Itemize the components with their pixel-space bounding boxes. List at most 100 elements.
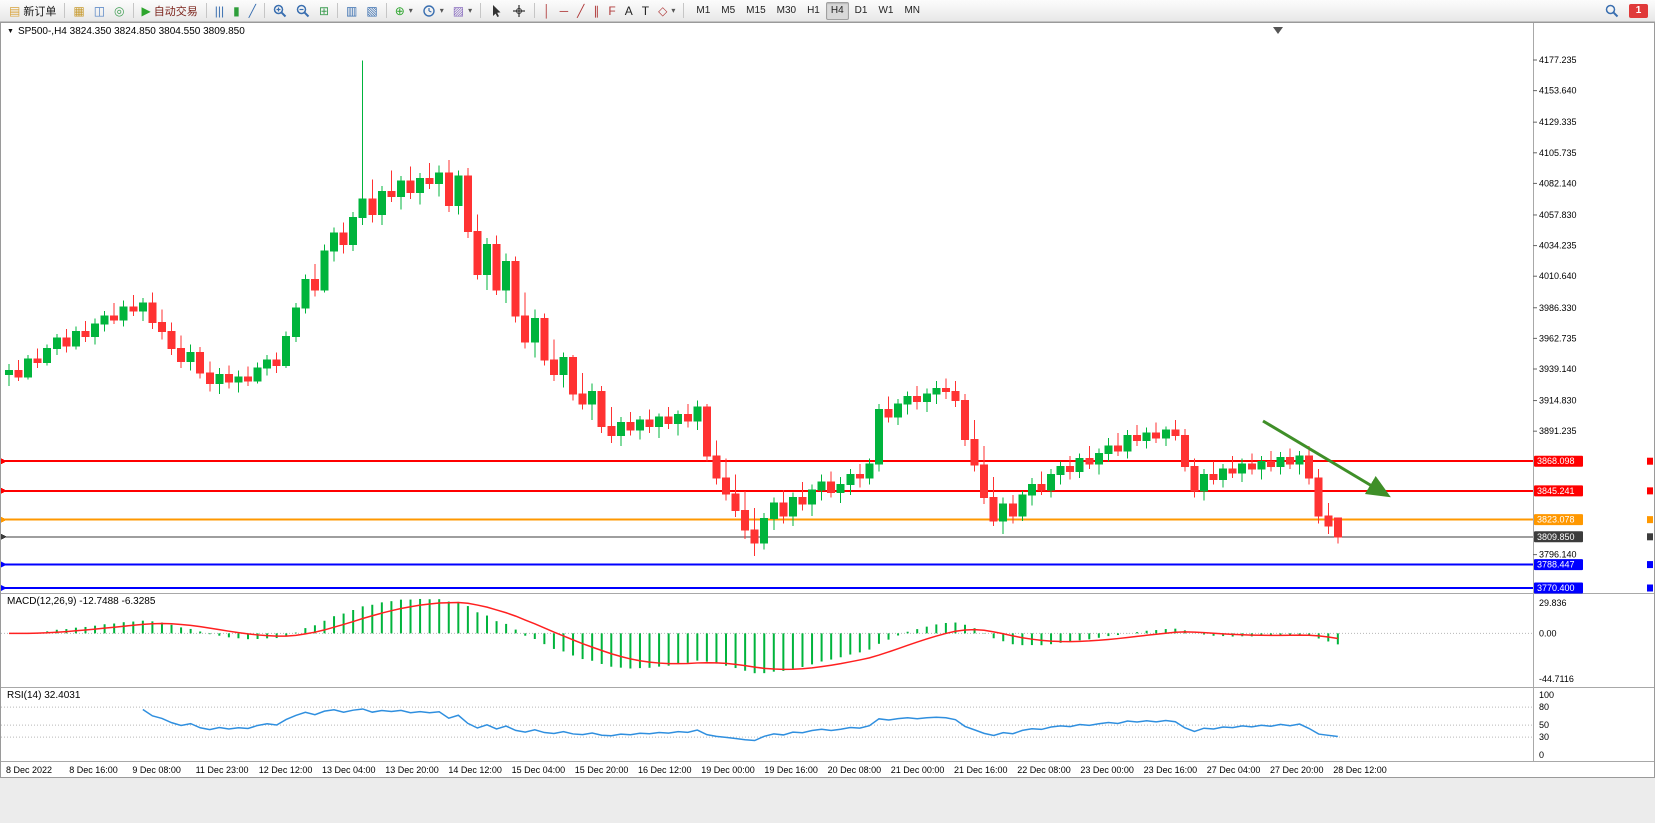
label-tool-button[interactable]: T [638, 1, 653, 21]
timeframe-h4-button[interactable]: H4 [825, 1, 849, 20]
tile-windows-icon: ⊞ [318, 3, 330, 18]
price-tick-label: 3962.735 [1539, 333, 1577, 343]
timeframe-m1-button[interactable]: M1 [696, 4, 711, 16]
timeframe-m15-button[interactable]: M15 [746, 4, 766, 16]
toolbar-separator [337, 3, 339, 18]
price-tag-label: 3788.447 [1537, 560, 1575, 570]
workspace-background [0, 778, 1655, 823]
candle-body [129, 306, 138, 312]
horizontal-line-icon: ─ [559, 3, 569, 18]
depth-of-market-button[interactable]: ▥ [342, 1, 361, 21]
candle-body [874, 408, 883, 465]
candle-body [788, 497, 797, 517]
horizontal-line-button[interactable]: ─ [556, 1, 573, 21]
timeframe-m30-button[interactable]: M30 [776, 4, 797, 16]
time-tick-label: 11 Dec 23:00 [196, 765, 249, 775]
text-tool-button[interactable]: A [621, 1, 637, 21]
candle-body [177, 347, 186, 362]
time-tick-label: 15 Dec 04:00 [512, 765, 566, 775]
strategy-tester-icon: ▧ [366, 3, 378, 18]
fibonacci-button[interactable]: F [604, 1, 619, 21]
candle-body [148, 302, 157, 323]
line-chart-mode-button[interactable]: ╱ [245, 1, 260, 21]
autotrade-button[interactable]: ▶ 自动交易 [138, 1, 202, 21]
templates-menu-button[interactable]: ▨ ▾ [449, 1, 476, 21]
candle-body [683, 414, 692, 422]
new-chart-button[interactable]: ▦ [69, 1, 88, 21]
candle-body [1219, 468, 1228, 481]
new-order-button[interactable]: ▤ 新订单 [5, 1, 60, 21]
candle-body [635, 419, 644, 431]
candle-body [100, 315, 109, 325]
add-indicator-icon: ⊕ [394, 3, 405, 18]
candle-body [989, 497, 998, 522]
candle-body [1113, 445, 1122, 452]
shapes-menu-button[interactable]: ◇ ▾ [654, 1, 679, 21]
price-tag-resistance [1534, 485, 1583, 497]
candle-body [693, 406, 702, 422]
candle-body [1161, 429, 1170, 439]
add-indicator-button[interactable]: ⊕ ▾ [391, 1, 417, 21]
candle-body [425, 177, 434, 185]
timeframe-d1-button[interactable]: D1 [854, 4, 868, 16]
time-tick-label: 14 Dec 12:00 [448, 765, 502, 775]
toolbar-right-group: 1 [1601, 1, 1650, 21]
candle-body [1333, 517, 1342, 538]
candle-body [234, 376, 243, 383]
chart-window[interactable]: 4177.235 4153.640 4129.335 4105.735 4082.140… [0, 22, 1655, 778]
candle-body [215, 373, 224, 384]
tile-windows-button[interactable]: ⊞ [315, 1, 333, 21]
candle-body [71, 331, 80, 347]
candle-body [626, 421, 635, 431]
notification-badge[interactable]: 1 [1629, 3, 1648, 18]
cursor-button[interactable] [485, 1, 507, 21]
candle-body [1276, 456, 1285, 468]
candlestick-mode-button[interactable]: ▮ [229, 1, 244, 21]
candle-body [1238, 463, 1247, 474]
candle-body [1209, 473, 1218, 481]
time-tick-label: 16 Dec 12:00 [638, 765, 692, 775]
new-chart-icon: ▦ [73, 3, 85, 18]
zoom-out-button[interactable] [292, 1, 314, 21]
timeframe-h1-button[interactable]: H1 [807, 4, 820, 16]
clock-icon [423, 4, 435, 17]
chart-shift-marker[interactable] [1273, 27, 1283, 34]
trend-arrow-annotation[interactable] [1262, 419, 1391, 498]
profiles-icon: ◫ [93, 3, 106, 18]
candle-body [846, 473, 855, 486]
candle-body [722, 477, 730, 495]
candle-body [836, 484, 845, 493]
candle-body [14, 369, 23, 378]
timeframe-m5-button[interactable]: M5 [721, 4, 736, 16]
price-tag-support [1534, 582, 1583, 594]
chart-canvas[interactable]: 4177.235 4153.640 4129.335 4105.735 4082.140… [1, 23, 1654, 777]
vertical-line-button[interactable]: │ [539, 1, 555, 21]
axis-edge-marker [1647, 516, 1653, 524]
timeframe-mn-button[interactable]: MN [904, 4, 921, 16]
channel-button[interactable]: ∥ [589, 1, 603, 21]
line-chart-icon: ╱ [248, 3, 256, 18]
community-button[interactable]: ◎ [110, 1, 128, 21]
trendline-button[interactable]: ╱ [573, 1, 588, 21]
price-tick-label: 4010.640 [1539, 271, 1577, 281]
line-edge-marker [1, 487, 7, 494]
profiles-button[interactable]: ◫ [90, 1, 109, 21]
candle-body [655, 416, 664, 427]
candle-body [492, 244, 501, 291]
time-tick-label: 22 Dec 08:00 [1017, 765, 1071, 775]
crosshair-button[interactable] [508, 1, 530, 21]
candle-body [5, 369, 13, 375]
bar-chart-mode-button[interactable]: ||| [211, 1, 228, 21]
crosshair-icon [513, 4, 526, 17]
search-button[interactable] [1601, 1, 1623, 21]
zoom-in-button[interactable] [269, 1, 291, 21]
candle-body [263, 359, 272, 369]
timeframe-w1-button[interactable]: W1 [878, 4, 894, 16]
timeframes-menu-button[interactable]: ▾ [418, 1, 448, 21]
candle-body [1094, 453, 1103, 465]
strategy-tester-button[interactable]: ▧ [362, 1, 381, 21]
candle-body [1152, 432, 1161, 439]
candle-body [138, 302, 147, 312]
time-tick-label: 21 Dec 16:00 [954, 765, 1008, 775]
candle-body [903, 395, 912, 405]
